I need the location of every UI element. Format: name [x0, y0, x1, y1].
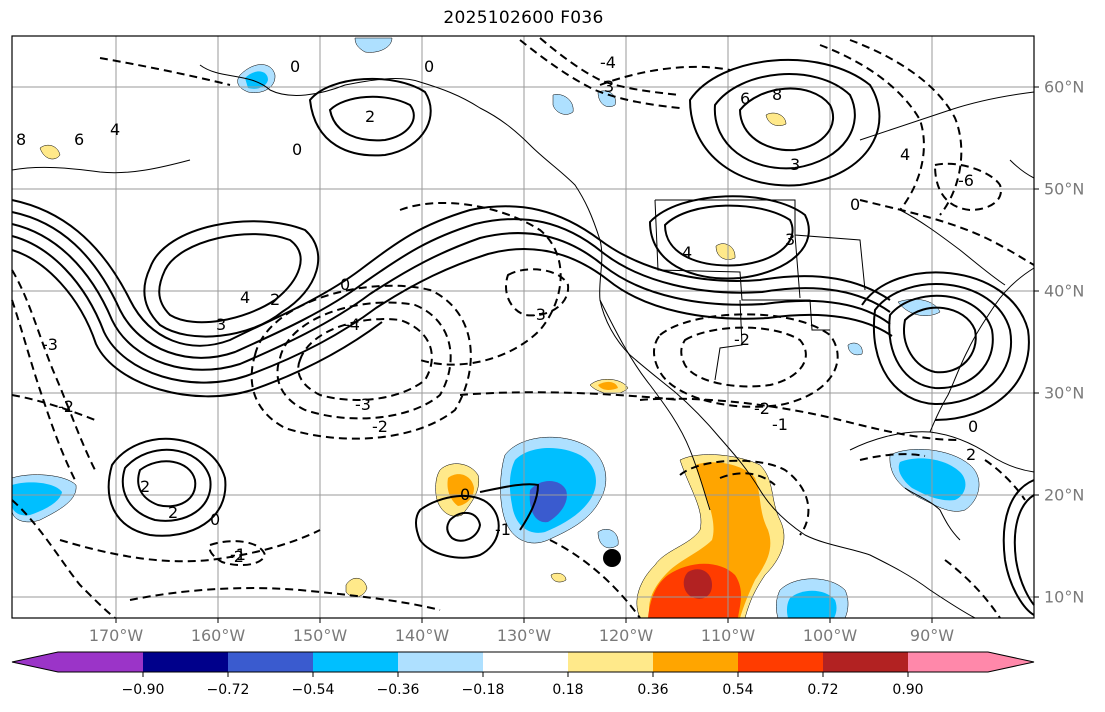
colorbar-segment — [398, 652, 483, 672]
colorbar-segment — [568, 652, 653, 672]
contour-label: 2 — [270, 290, 280, 309]
lat-label: 20°N — [1044, 485, 1085, 505]
contour-label: -2 — [372, 417, 388, 436]
contour-label: 6 — [740, 89, 750, 108]
lon-label: 160°W — [190, 626, 246, 645]
colorbar-segment — [143, 652, 228, 672]
contour-label: -2 — [734, 330, 750, 349]
contour-label: 4 — [900, 145, 910, 164]
colorbar-tick-label: 0.18 — [552, 682, 584, 698]
contour-label: 2 — [966, 445, 976, 464]
colorbar-segment — [313, 652, 398, 672]
contour-label: 4 — [110, 120, 120, 139]
contour-label: 3 — [785, 230, 795, 249]
lon-label: 120°W — [598, 626, 654, 645]
contour-label: -1 — [772, 415, 788, 434]
contour-label: -3 — [355, 395, 371, 414]
colorbar — [11, 651, 1035, 677]
contour-label: 0 — [850, 195, 860, 214]
contour-label: 0 — [460, 485, 470, 504]
colorbar-tick-label: −0.90 — [121, 682, 165, 698]
contour-label: 0 — [340, 275, 350, 294]
colorbar-tick-label: 0.90 — [892, 682, 924, 698]
contour-label: -2 — [58, 397, 74, 416]
contour-label: 4 — [682, 243, 692, 262]
colorbar-tick-label: −0.54 — [291, 682, 335, 698]
map-title: 2025102600 F036 — [443, 8, 604, 28]
colorbar-segment — [483, 652, 568, 672]
contour-label: 0 — [968, 417, 978, 436]
colorbar-tick-label: −0.72 — [206, 682, 250, 698]
colorbar-segment — [653, 652, 738, 672]
height-contours — [11, 59, 1035, 616]
contour-label: 2 — [168, 503, 178, 522]
lon-label: 170°W — [88, 626, 144, 645]
contour-label: 3 — [604, 77, 614, 96]
lon-label: 90°W — [909, 626, 955, 645]
colorbar-max-arrow — [988, 652, 1034, 672]
lat-label: 60°N — [1044, 77, 1085, 97]
colorbar-min-arrow — [12, 652, 58, 672]
colorbar-segment — [738, 652, 823, 672]
colorbar-segment — [823, 652, 908, 672]
colorbar-tick-label: 0.54 — [722, 682, 754, 698]
contour-label: -3 — [530, 305, 546, 324]
lon-label: 100°W — [802, 626, 858, 645]
contour-label: -4 — [600, 53, 616, 72]
graticule — [12, 36, 1034, 618]
contour-label: -1 — [230, 545, 246, 564]
contour-label: 6 — [74, 130, 84, 149]
colorbar-segment — [58, 652, 143, 672]
colorbar-segment — [228, 652, 313, 672]
contour-labels: 0 0 0 0 0 0 0 0 2 2 2 2 2 3 3 3 3 4 4 4 … — [16, 53, 978, 566]
max-positive-anomaly — [683, 569, 712, 599]
lat-label: 40°N — [1044, 281, 1085, 301]
contour-label: 0 — [210, 510, 220, 529]
contour-label: 0 — [290, 57, 300, 76]
colorbar-tick-label: −0.18 — [461, 682, 505, 698]
contour-label: 3 — [790, 155, 800, 174]
contour-label: 2 — [140, 477, 150, 496]
negative-contours — [11, 37, 1035, 619]
contour-label: 8 — [16, 130, 26, 149]
contour-label: 8 — [772, 85, 782, 104]
contour-label: 0 — [424, 57, 434, 76]
contour-label: -2 — [228, 547, 244, 566]
high-contour-hawaii — [137, 460, 197, 508]
contour-label: -1 — [495, 520, 511, 539]
low-contour-eastern-us — [903, 306, 977, 374]
contour-label: 4 — [240, 288, 250, 307]
lon-label: 110°W — [700, 626, 756, 645]
lat-label: 50°N — [1044, 179, 1085, 199]
lat-label: 10°N — [1044, 587, 1085, 607]
lon-label: 130°W — [496, 626, 552, 645]
high-contour-great-basin — [663, 204, 794, 267]
lon-label: 150°W — [292, 626, 348, 645]
map-frame — [11, 35, 1035, 619]
colorbar-tick-label: 0.72 — [807, 682, 839, 698]
contour-label: 0 — [292, 140, 302, 159]
contour-label: -3 — [42, 335, 58, 354]
contour-label: 2 — [365, 107, 375, 126]
location-marker — [603, 549, 621, 567]
colorbar-segment — [908, 652, 988, 672]
colorbar-tick-label: 0.36 — [637, 682, 669, 698]
lon-label: 140°W — [394, 626, 450, 645]
lat-label: 30°N — [1044, 383, 1085, 403]
high-contour-alaska-coast — [328, 95, 415, 142]
high-contour-canada — [738, 87, 835, 152]
high-contour-central-pacific — [158, 233, 302, 324]
contour-label: 3 — [216, 315, 226, 334]
colorbar-tick-label: −0.36 — [376, 682, 420, 698]
contour-label: -4 — [344, 315, 360, 334]
contour-label: -2 — [754, 399, 770, 418]
contour-label: -6 — [958, 171, 974, 190]
